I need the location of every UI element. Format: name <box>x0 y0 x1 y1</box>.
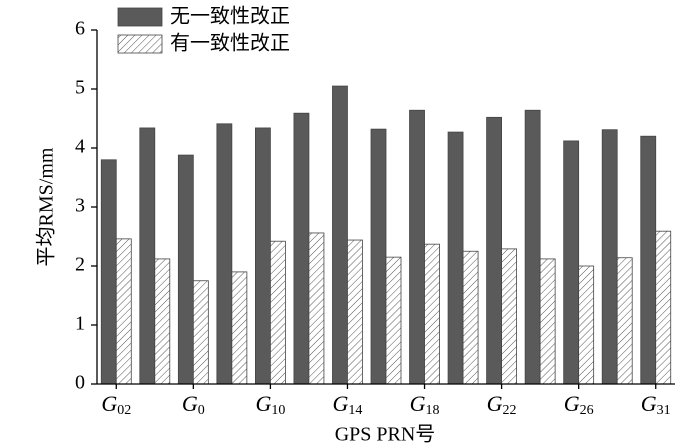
bar <box>601 129 618 385</box>
bar <box>409 109 425 385</box>
y-tick-label: 5 <box>75 77 85 99</box>
bar <box>254 127 271 385</box>
bar <box>655 230 672 385</box>
x-tick-label: G14 <box>333 391 363 418</box>
bar <box>231 271 248 385</box>
bar <box>177 154 194 385</box>
bar <box>524 109 541 385</box>
x-tick-label: G18 <box>410 391 440 418</box>
y-tick-label: 0 <box>75 372 85 394</box>
bar <box>100 159 117 385</box>
legend-swatch <box>117 34 163 54</box>
bar <box>640 135 657 385</box>
bar <box>139 127 156 385</box>
y-tick-label: 6 <box>75 18 85 40</box>
y-tick-label: 3 <box>75 195 85 217</box>
x-tick-label: G0 <box>182 391 205 418</box>
bar <box>192 280 209 385</box>
bar <box>347 239 363 385</box>
x-tick-label: G02 <box>101 391 131 418</box>
bar <box>115 238 132 385</box>
bar <box>462 250 479 385</box>
bar <box>539 258 556 385</box>
x-tick-label: G10 <box>255 391 285 418</box>
bar <box>269 240 286 385</box>
bar <box>293 112 310 385</box>
bar <box>486 116 503 385</box>
y-tick-label: 1 <box>75 313 85 335</box>
legend-label: 有一致性改正 <box>170 32 290 55</box>
legend-label: 无一致性改正 <box>170 5 290 28</box>
bar <box>332 85 348 385</box>
y-axis-label: 平均RMS/mm <box>35 147 58 266</box>
x-tick-label: G22 <box>487 391 517 418</box>
x-tick-label: G26 <box>564 391 594 418</box>
y-tick-label: 4 <box>75 136 85 158</box>
y-tick-label: 2 <box>75 254 85 276</box>
bar <box>216 123 233 385</box>
legend-swatch <box>117 7 163 27</box>
bar <box>370 128 387 385</box>
bar <box>616 257 633 385</box>
bar <box>501 248 518 385</box>
bar <box>424 243 440 385</box>
bar <box>154 258 171 385</box>
bar <box>447 131 464 385</box>
bar <box>308 232 325 385</box>
x-axis-label: GPS PRN号 <box>335 424 436 446</box>
bar <box>578 265 595 385</box>
x-tick-label: G31 <box>641 391 671 418</box>
bar <box>385 256 402 385</box>
bar <box>563 140 580 385</box>
